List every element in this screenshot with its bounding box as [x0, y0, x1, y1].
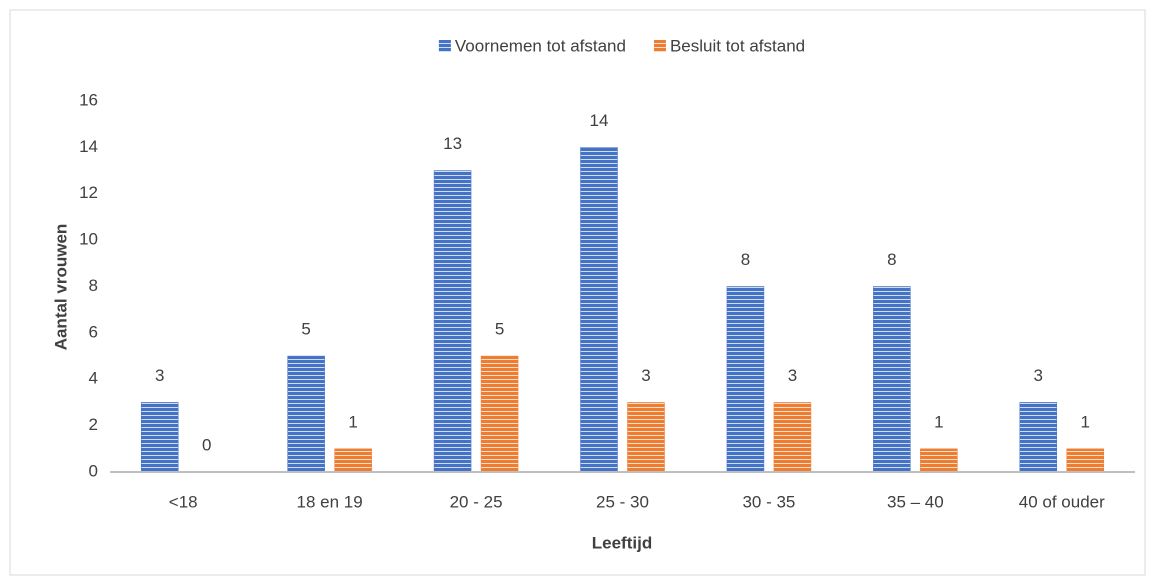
bar: [920, 448, 958, 473]
bar: [1066, 448, 1105, 473]
bar: [1019, 402, 1058, 473]
legend-swatch: [653, 40, 666, 52]
data-label: 5: [301, 320, 310, 339]
bar: [627, 402, 665, 473]
x-tick-label: 30 - 35: [742, 492, 795, 511]
bar: [433, 170, 472, 473]
y-tick-label: 12: [79, 183, 98, 202]
data-label: 1: [1081, 412, 1090, 431]
bar: [334, 448, 372, 473]
y-tick-label: 16: [79, 90, 98, 109]
data-label: 3: [641, 366, 650, 385]
x-tick-label: <18: [169, 492, 198, 511]
bar: [773, 402, 812, 473]
y-tick-label: 14: [79, 137, 98, 156]
x-tick-label: 35 – 40: [887, 492, 944, 511]
data-label: 3: [1034, 366, 1043, 385]
bar: [726, 286, 765, 473]
x-axis-title: Leeftijd: [592, 533, 652, 552]
data-label: 1: [348, 412, 357, 431]
data-label: 8: [741, 250, 750, 269]
data-label: 1: [934, 412, 943, 431]
x-tick-label: 20 - 25: [450, 492, 503, 511]
y-axis-title: Aantal vrouwen: [51, 224, 70, 351]
x-tick-label: 40 of ouder: [1019, 492, 1105, 511]
data-label: 0: [202, 435, 211, 454]
data-label: 3: [155, 366, 164, 385]
y-tick-label: 10: [79, 230, 98, 249]
data-label: 13: [443, 134, 462, 153]
data-label: 14: [590, 111, 609, 130]
bar: [480, 355, 519, 473]
data-label: 5: [495, 320, 504, 339]
data-label: 3: [788, 366, 797, 385]
x-tick-label: 25 - 30: [596, 492, 649, 511]
legend-swatch: [438, 40, 451, 52]
bar: [873, 286, 911, 473]
y-tick-label: 6: [89, 322, 98, 341]
x-tick-label: 18 en 19: [297, 492, 363, 511]
y-tick-label: 8: [89, 276, 98, 295]
legend-label: Besluit tot afstand: [670, 36, 805, 55]
bar: [140, 402, 179, 473]
y-tick-label: 4: [89, 369, 98, 388]
bar: [580, 147, 618, 473]
legend-label: Voornemen tot afstand: [455, 36, 626, 55]
data-label: 8: [887, 250, 896, 269]
y-tick-label: 0: [89, 461, 98, 480]
bar: [287, 355, 325, 473]
y-tick-label: 2: [89, 415, 98, 434]
chart-border: [9, 9, 1146, 576]
legend: Voornemen tot afstand Besluit tot afstand: [438, 36, 805, 55]
